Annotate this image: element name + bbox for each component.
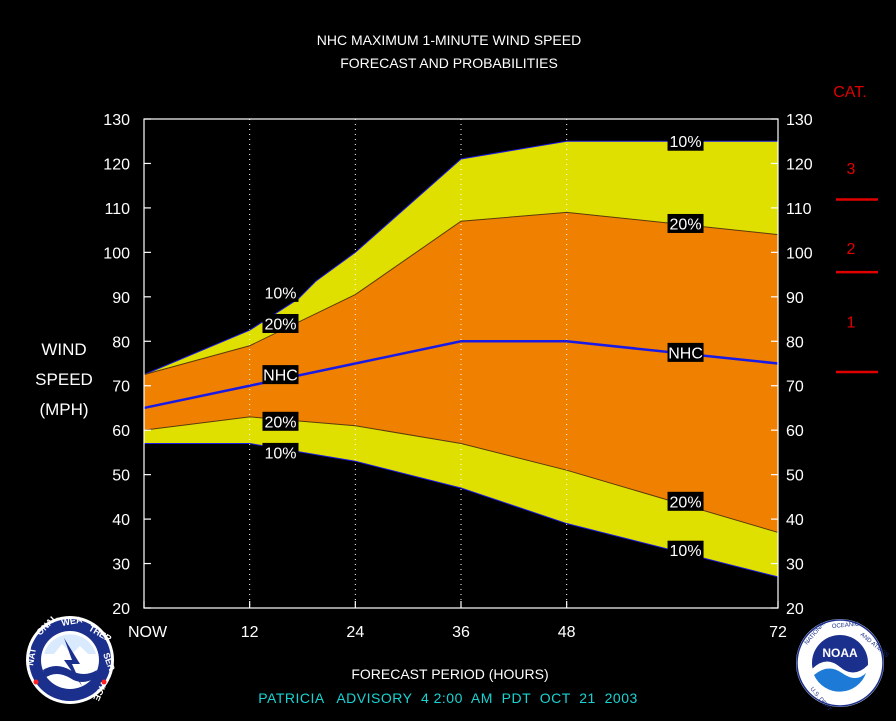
band-label-text: 20%	[264, 316, 296, 333]
band-label: 20%	[262, 313, 299, 333]
band-label-text: 10%	[670, 543, 702, 560]
y-tick-label-left-130: 130	[103, 112, 130, 129]
y-tick-label-right-100: 100	[786, 245, 813, 262]
y-tick-label-left-90: 90	[112, 290, 130, 307]
x-tick-label-48: 48	[558, 624, 576, 641]
y-tick-label-right-90: 90	[786, 290, 804, 307]
y-tick-label-right-70: 70	[786, 379, 804, 396]
band-label: 20%	[667, 491, 704, 511]
y-tick-label-right-80: 80	[786, 334, 804, 351]
band-label-text: 10%	[264, 285, 296, 302]
band-label: NHC	[667, 342, 704, 362]
band-label-text: 20%	[264, 414, 296, 431]
upper-10-line	[143, 140, 778, 376]
band-label-box	[667, 213, 704, 233]
lower-20-line	[143, 416, 779, 533]
band-label-box	[262, 365, 299, 385]
y-tick-label-right-120: 120	[786, 156, 813, 173]
y-tick-label-right-20: 20	[786, 601, 804, 618]
band-label-box	[667, 131, 704, 151]
y-axis-right: 20 30 40 50 60 70 80 90 100 110 120 130	[771, 112, 813, 618]
category-label-1: 1	[847, 314, 856, 331]
category-label-2: 2	[847, 241, 856, 258]
band-label-text: NHC	[668, 345, 703, 362]
band-label: NHC	[262, 365, 299, 385]
band-label: 10%	[667, 540, 704, 560]
y-tick-label-right-50: 50	[786, 468, 804, 485]
band-label-box	[262, 313, 299, 333]
x-tick-label-24: 24	[346, 624, 364, 641]
x-axis-label: FORECAST PERIOD (HOURS)	[351, 666, 548, 682]
y-tick-label-right-130: 130	[786, 112, 813, 129]
series-lines	[143, 140, 779, 578]
band-label: 20%	[667, 213, 704, 233]
band-label-text: 20%	[670, 216, 702, 233]
x-tick-label-36: 36	[452, 624, 470, 641]
y-tick-label-right-40: 40	[786, 512, 804, 529]
band-label-text: 10%	[670, 134, 702, 151]
band-label: 10%	[667, 131, 704, 151]
band-label-box	[667, 540, 704, 560]
lower-10-line	[144, 443, 779, 578]
y-tick-label-left-120: 120	[103, 156, 130, 173]
band-label-text: 10%	[264, 445, 296, 462]
inner-probability-band	[144, 212, 778, 533]
y-axis-label-line2: SPEED	[35, 370, 93, 389]
svg-text:OCEANIC: OCEANIC	[832, 622, 860, 630]
band-label: 20%	[262, 411, 299, 431]
y-tick-label-left-20: 20	[112, 601, 130, 618]
upper-20-line	[143, 211, 779, 376]
x-tick-label-12: 12	[241, 624, 259, 641]
y-tick-label-right-30: 30	[786, 557, 804, 574]
category-label-3: 3	[847, 161, 856, 178]
noaa-logo-text: NOAA	[822, 646, 858, 660]
x-tick-label-72: 72	[769, 624, 787, 641]
band-label-text: 20%	[670, 494, 702, 511]
band-label-text: NHC	[263, 368, 298, 385]
y-axis-label-line1: WIND	[41, 340, 86, 359]
y-tick-label-right-110: 110	[786, 201, 812, 218]
x-tick-label-NOW: NOW	[128, 624, 168, 641]
y-tick-label-left-60: 60	[112, 423, 130, 440]
y-axis-label-line3: (MPH)	[39, 400, 88, 419]
band-label-box	[667, 342, 704, 362]
svg-text:WEA: WEA	[61, 614, 84, 628]
y-tick-label-left-100: 100	[103, 245, 130, 262]
category-header: CAT.	[833, 84, 866, 101]
y-tick-label-left-50: 50	[112, 468, 130, 485]
svg-text:NAT: NAT	[25, 647, 38, 667]
y-tick-label-left-70: 70	[112, 379, 130, 396]
nhc-forecast-line	[143, 340, 779, 410]
y-tick-label-right-60: 60	[786, 423, 804, 440]
y-tick-label-left-40: 40	[112, 512, 130, 529]
chart-title-line2: FORECAST AND PROBABILITIES	[340, 55, 558, 71]
category-scale: 3 2 1	[836, 161, 878, 374]
band-label: 10%	[262, 442, 299, 462]
band-label-box	[262, 411, 299, 431]
band-label: 10%	[262, 282, 299, 302]
y-tick-label-left-80: 80	[112, 334, 130, 351]
band-label-box	[262, 282, 299, 302]
y-axis-left: 20 30 40 50 60 70 80 90 100 110 120 130	[103, 112, 151, 618]
band-labels: 10% 20% NHC 20% 10% 10% 20% NHC 20% 10%	[262, 131, 704, 560]
chart-title-line1: NHC MAXIMUM 1-MINUTE WIND SPEED	[317, 32, 581, 48]
x-axis: NOW 12 24 36 48 72	[128, 601, 787, 641]
band-label-box	[667, 491, 704, 511]
y-tick-label-left-30: 30	[112, 557, 130, 574]
advisory-line: PATRICIA ADVISORY 4 2:00 AM PDT OCT 21 2…	[258, 690, 638, 706]
y-tick-label-left-110: 110	[104, 201, 130, 218]
band-label-box	[262, 442, 299, 462]
